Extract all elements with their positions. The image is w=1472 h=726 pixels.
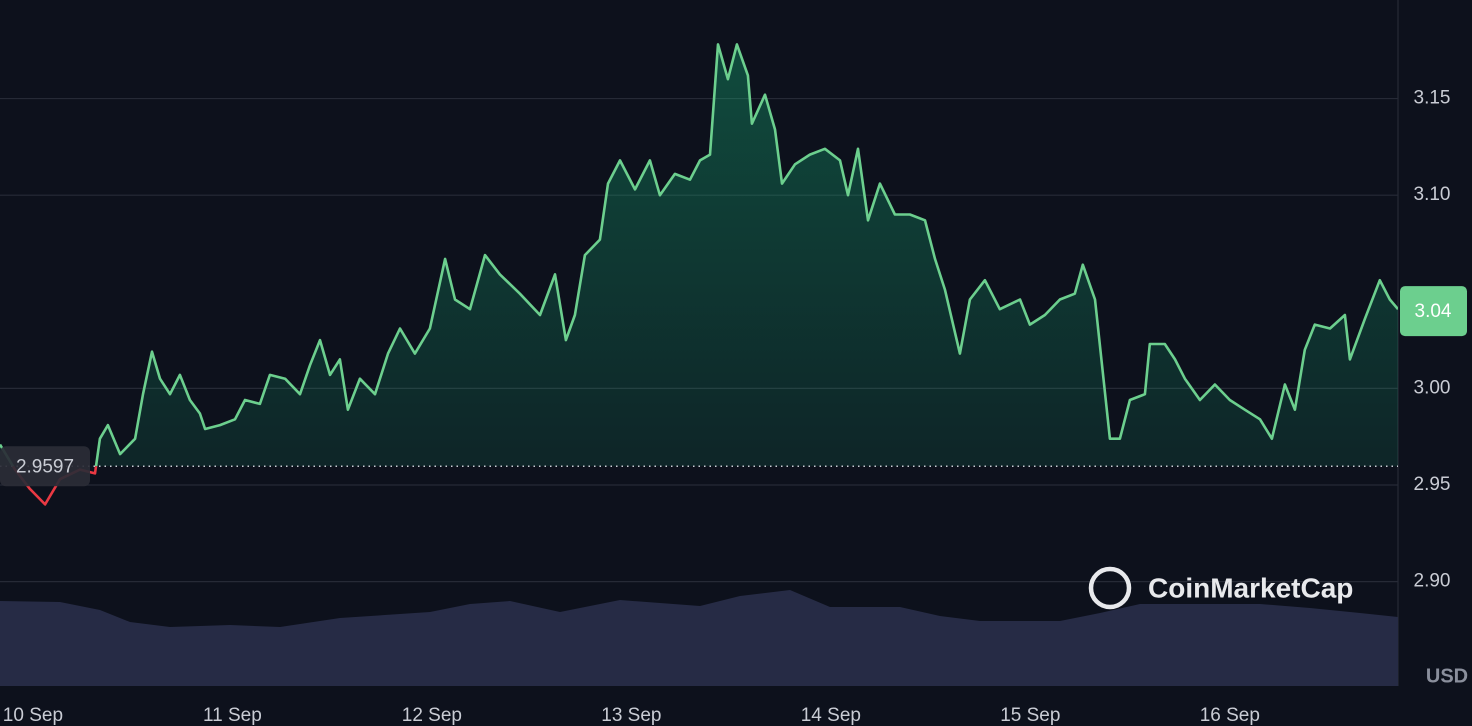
volume-area — [0, 590, 1398, 686]
last-price-badge — [1400, 286, 1467, 337]
x-tick-label: 15 Sep — [1000, 705, 1060, 726]
y-tick-label: 2.90 — [1414, 571, 1451, 592]
watermark-text: CoinMarketCap — [1148, 572, 1353, 603]
y-tick-label: 3.15 — [1414, 88, 1451, 109]
x-tick-label: 14 Sep — [801, 705, 861, 726]
last-price-label: 3.04 — [1415, 301, 1452, 322]
watermark: CoinMarketCap — [1088, 566, 1353, 610]
logo — [1088, 566, 1132, 610]
y-tick-label: 2.95 — [1414, 474, 1451, 495]
reference-label: 2.9597 — [16, 456, 74, 477]
price-line — [0, 43, 1398, 467]
x-tick-label: 16 Sep — [1200, 705, 1260, 726]
y-tick-label: 3.00 — [1414, 377, 1451, 398]
x-tick-label: 12 Sep — [402, 705, 462, 726]
price-area — [0, 44, 1398, 467]
x-tick-label: 11 Sep — [203, 705, 262, 726]
unit-label: USD — [1426, 665, 1468, 687]
x-tick-label: 10 Sep — [3, 705, 63, 726]
reference-badge — [0, 446, 90, 487]
y-tick-label: 3.10 — [1414, 184, 1451, 205]
x-tick-label: 13 Sep — [601, 705, 661, 726]
